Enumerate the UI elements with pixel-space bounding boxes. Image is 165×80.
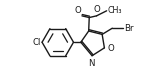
Text: O: O [107, 44, 114, 53]
Text: N: N [88, 59, 95, 68]
Text: O: O [74, 6, 81, 15]
Text: CH₃: CH₃ [108, 6, 122, 15]
Text: Br: Br [125, 24, 134, 33]
Text: Cl: Cl [32, 38, 40, 47]
Text: O: O [93, 5, 100, 14]
